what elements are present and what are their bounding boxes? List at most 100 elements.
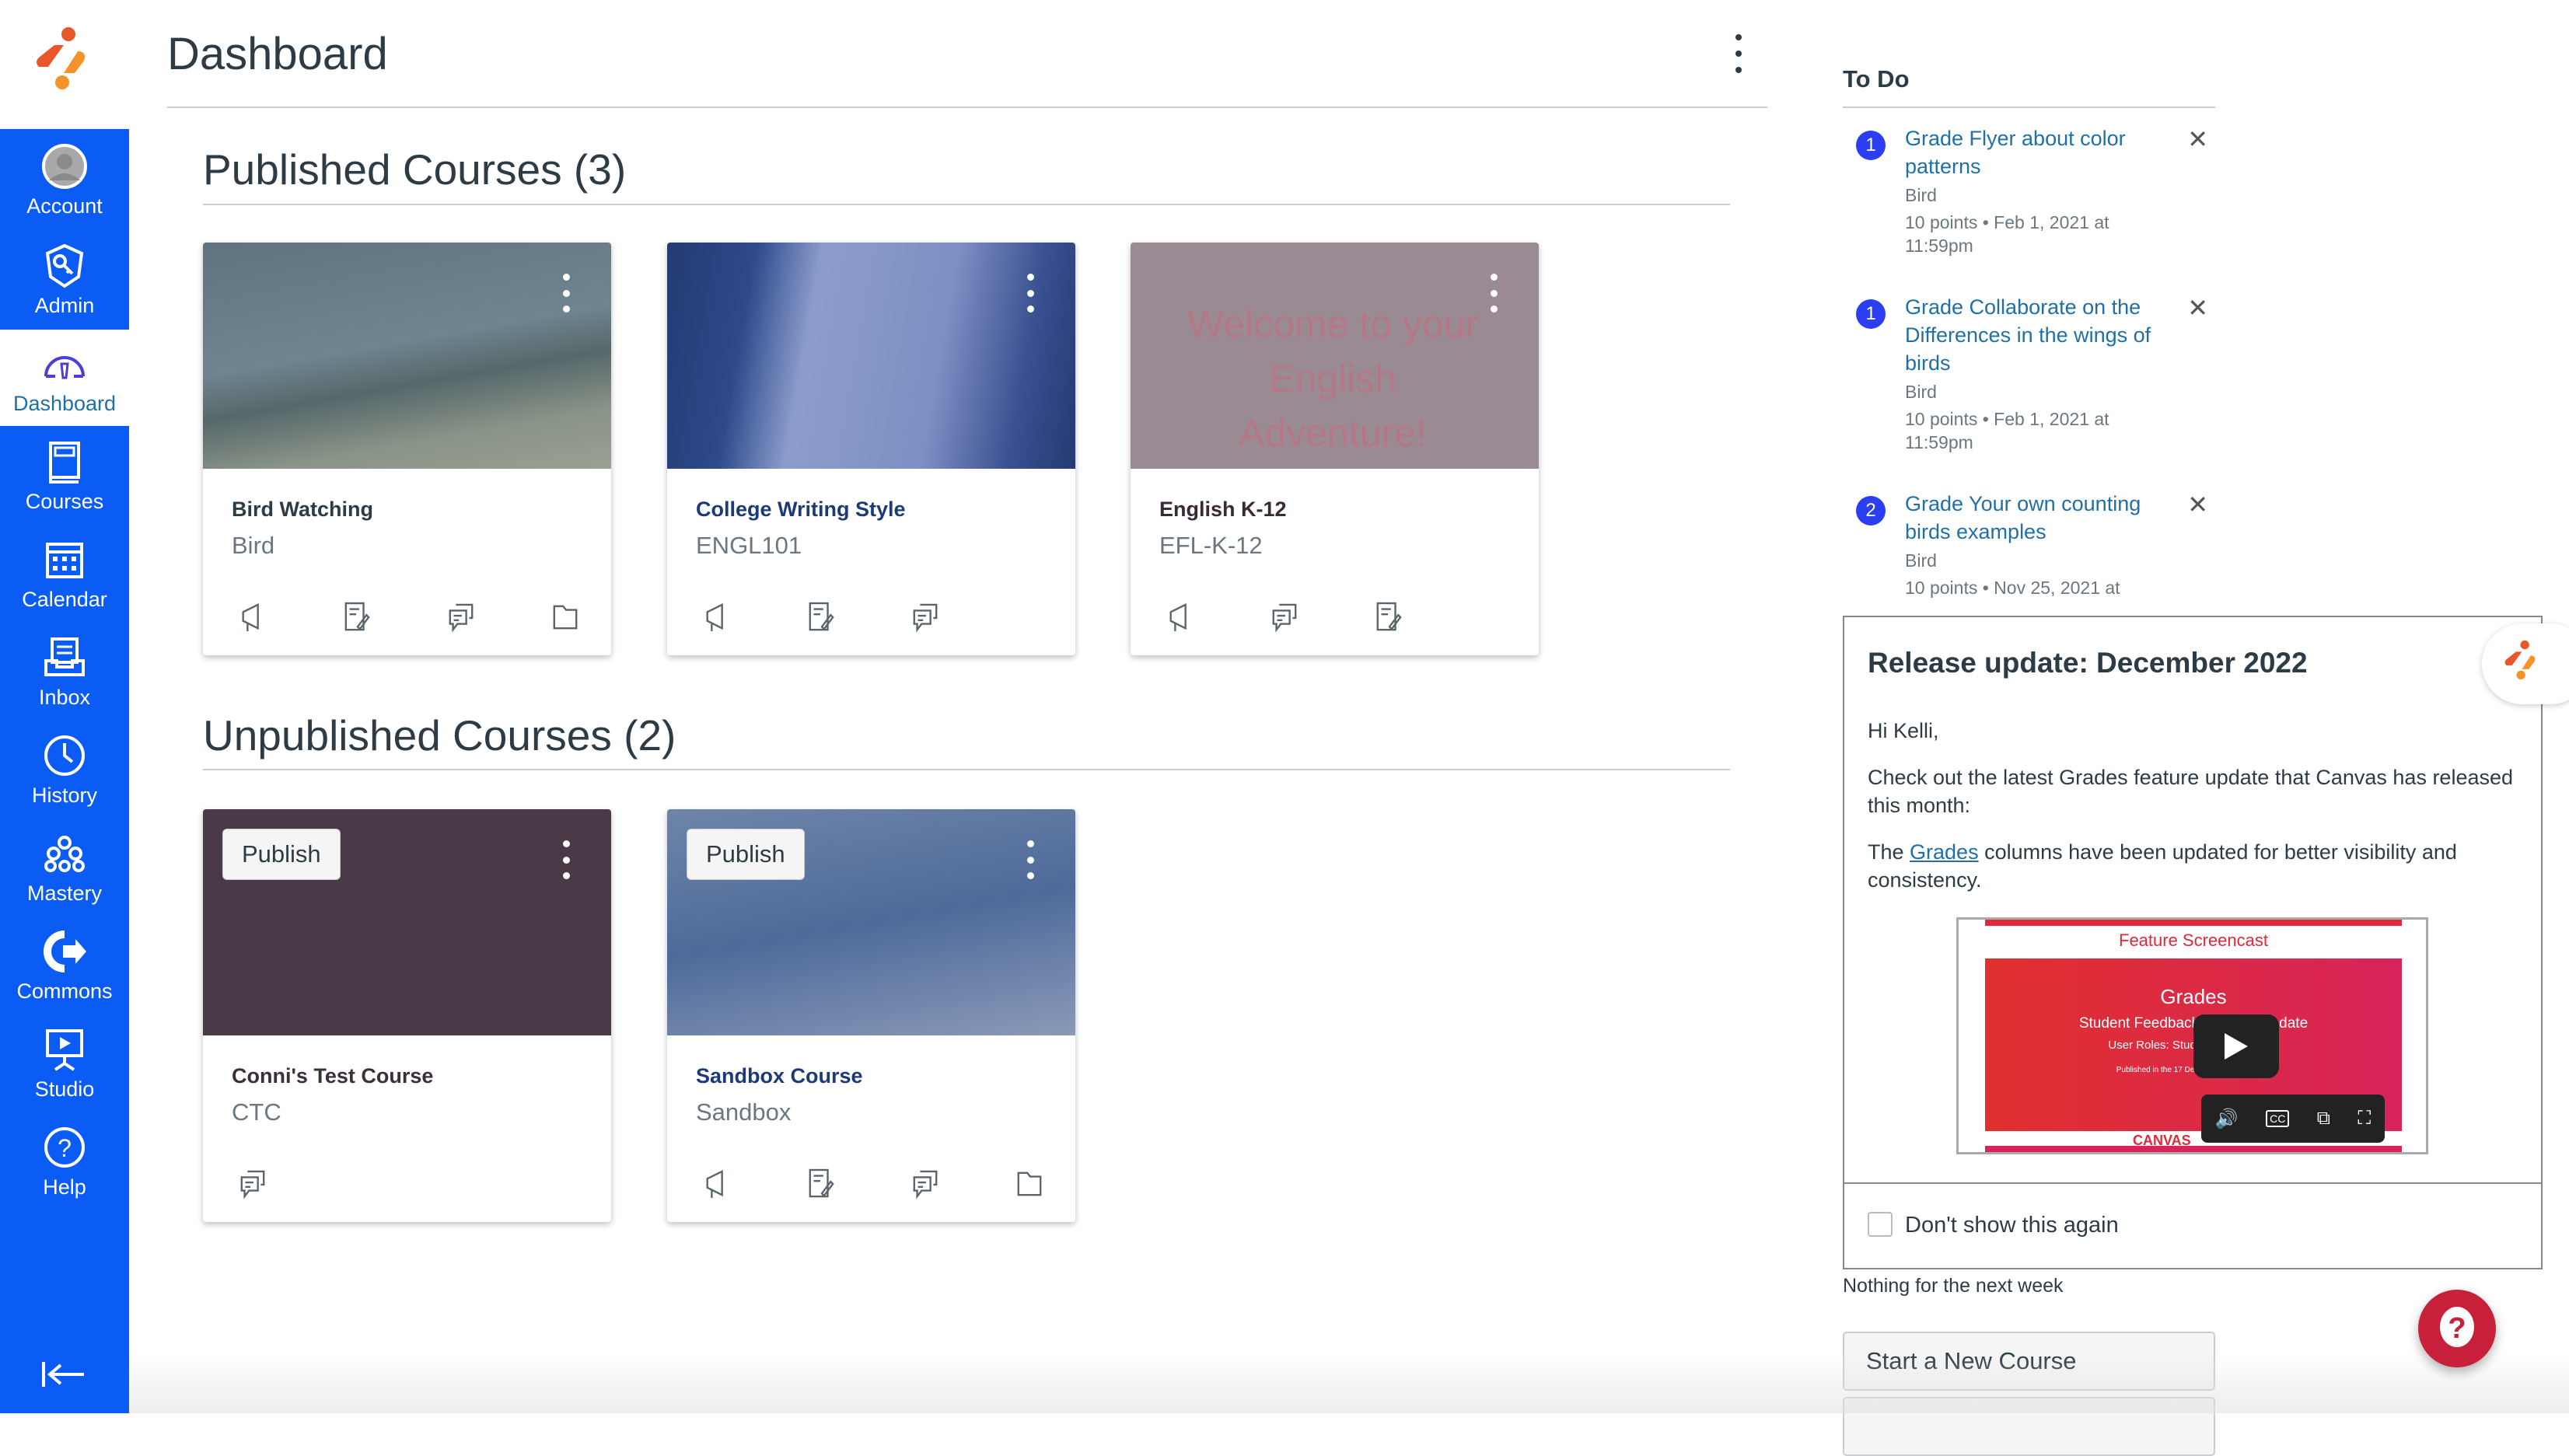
commons-icon bbox=[44, 930, 86, 972]
sidebar-item-commons[interactable]: Commons bbox=[0, 917, 129, 1014]
help-button[interactable]: ? bbox=[2418, 1290, 2496, 1367]
canvas-logo-icon bbox=[2504, 640, 2536, 680]
course-card[interactable]: College Writing Style ENGL101 bbox=[667, 243, 1075, 655]
course-card-image[interactable] bbox=[203, 243, 611, 469]
folder-icon[interactable] bbox=[551, 602, 579, 633]
pip-icon[interactable]: ⧉ bbox=[2316, 1108, 2330, 1129]
dont-show-again-checkbox[interactable] bbox=[1868, 1212, 1893, 1237]
release-update-dialog: Release update: December 2022 Hi Kelli, … bbox=[1843, 616, 2543, 1269]
dismiss-icon[interactable]: ✕ bbox=[2187, 491, 2208, 519]
assignment-icon[interactable] bbox=[1375, 602, 1403, 633]
course-name[interactable]: College Writing Style bbox=[696, 498, 906, 521]
video-player[interactable]: Feature Screencast Grades Student Feedba… bbox=[1956, 917, 2428, 1154]
card-options-button[interactable] bbox=[1027, 840, 1035, 879]
dialog-footer-divider bbox=[1844, 1182, 2541, 1184]
course-name[interactable]: Bird Watching bbox=[232, 498, 373, 521]
card-options-button[interactable] bbox=[1027, 274, 1035, 312]
book-icon bbox=[49, 441, 80, 484]
svg-text:?: ? bbox=[2448, 1312, 2466, 1345]
course-card-image[interactable]: Publish bbox=[667, 809, 1075, 1035]
sidebar-item-mastery[interactable]: Mastery bbox=[0, 819, 129, 916]
sidebar-item-admin[interactable]: Admin bbox=[0, 232, 129, 328]
dialog-title: Release update: December 2022 bbox=[1868, 647, 2308, 679]
todo-count-badge: 1 bbox=[1856, 131, 1886, 160]
collapse-nav-button[interactable] bbox=[40, 1359, 87, 1398]
publish-button[interactable]: Publish bbox=[687, 829, 805, 880]
sidebar-item-courses[interactable]: Courses bbox=[0, 428, 129, 524]
dont-show-again-label[interactable]: Don't show this again bbox=[1905, 1213, 2119, 1238]
course-code: EFL-K-12 bbox=[1159, 532, 1263, 559]
course-card[interactable]: Bird Watching Bird bbox=[203, 243, 611, 655]
release-notes-button[interactable] bbox=[2482, 623, 2569, 704]
course-code: CTC bbox=[232, 1098, 281, 1126]
course-card-image[interactable]: Publish bbox=[203, 809, 611, 1035]
announcement-icon[interactable] bbox=[703, 602, 731, 633]
greeting: Hi Kelli, bbox=[1868, 719, 1939, 742]
todo-course: Bird bbox=[1905, 185, 1937, 205]
nothing-next-week: Nothing for the next week bbox=[1843, 1275, 2064, 1297]
course-name[interactable]: Conni's Test Course bbox=[232, 1064, 434, 1088]
sidebar-item-label: Commons bbox=[16, 979, 113, 1003]
assignment-icon[interactable] bbox=[807, 602, 835, 633]
sidebar-item-inbox[interactable]: Inbox bbox=[0, 623, 129, 720]
todo-meta: 10 points • Feb 1, 2021 at 11:59pm bbox=[1905, 212, 2109, 256]
course-name[interactable]: Sandbox Course bbox=[696, 1064, 863, 1088]
course-name[interactable]: English K-12 bbox=[1159, 498, 1287, 521]
todo-link[interactable]: Grade Collaborate on the Differences in … bbox=[1905, 295, 2151, 375]
card-options-button[interactable] bbox=[563, 274, 571, 312]
course-card-image[interactable]: Welcome to your English Adventure! bbox=[1131, 243, 1539, 469]
sidebar-item-studio[interactable]: Studio bbox=[0, 1015, 129, 1112]
canvas-logo[interactable] bbox=[0, 0, 129, 129]
todo-item: 1 Grade Collaborate on the Differences i… bbox=[1843, 293, 2216, 454]
sidebar-item-history[interactable]: History bbox=[0, 721, 129, 818]
discussion-icon[interactable] bbox=[911, 602, 939, 633]
play-icon bbox=[2225, 1033, 2248, 1060]
announcement-icon[interactable] bbox=[239, 602, 267, 633]
card-options-button[interactable] bbox=[563, 840, 571, 879]
course-card-image[interactable] bbox=[667, 243, 1075, 469]
card-options-button[interactable] bbox=[1491, 274, 1498, 312]
course-card[interactable]: Publish Sandbox Course Sandbox bbox=[667, 809, 1075, 1222]
sidebar-item-calendar[interactable]: Calendar bbox=[0, 525, 129, 622]
discussion-icon[interactable] bbox=[447, 602, 475, 633]
publish-button[interactable]: Publish bbox=[222, 829, 341, 880]
sidebar-item-label: Admin bbox=[34, 293, 95, 317]
assignment-icon[interactable] bbox=[807, 1168, 835, 1199]
dismiss-icon[interactable]: ✕ bbox=[2187, 294, 2208, 322]
todo-link[interactable]: Grade Your own counting birds examples bbox=[1905, 492, 2141, 543]
discussion-icon[interactable] bbox=[239, 1168, 267, 1199]
grades-link[interactable]: Grades bbox=[1910, 840, 1979, 864]
course-card[interactable]: Welcome to your English Adventure! Englis… bbox=[1131, 243, 1539, 655]
dashboard-options-button[interactable] bbox=[1728, 34, 1749, 73]
todo-link[interactable]: Grade Flyer about color patterns bbox=[1905, 127, 2126, 178]
announcement-icon[interactable] bbox=[703, 1168, 731, 1199]
todo-meta: 10 points • Feb 1, 2021 at 11:59pm bbox=[1905, 409, 2109, 452]
sidebar-item-account[interactable]: Account bbox=[0, 132, 129, 229]
folder-icon[interactable] bbox=[1015, 1168, 1043, 1199]
sidebar-item-dashboard[interactable]: Dashboard bbox=[0, 330, 129, 426]
discussion-icon[interactable] bbox=[911, 1168, 939, 1199]
captions-icon[interactable]: CC bbox=[2266, 1110, 2290, 1127]
course-code: Bird bbox=[232, 532, 275, 559]
course-code: Sandbox bbox=[696, 1098, 792, 1126]
announcement-icon[interactable] bbox=[1166, 602, 1194, 633]
assignment-icon[interactable] bbox=[343, 602, 371, 633]
discussion-icon[interactable] bbox=[1271, 602, 1298, 633]
page-title: Dashboard bbox=[167, 29, 388, 79]
global-nav: Account Admin Dashboard Courses Calendar… bbox=[0, 0, 129, 1413]
video-brand: CANVAS bbox=[2133, 1133, 2191, 1148]
dashboard-gauge-icon bbox=[44, 355, 85, 379]
welcome-banner-image: Welcome to your English Adventure! bbox=[1187, 302, 1479, 455]
video-title: Grades bbox=[2160, 985, 2227, 1008]
fullscreen-icon[interactable]: ⛶ bbox=[2358, 1108, 2372, 1129]
dismiss-icon[interactable]: ✕ bbox=[2187, 125, 2208, 153]
sidebar-item-label: History bbox=[31, 783, 97, 807]
sidebar-item-label: Studio bbox=[34, 1077, 95, 1101]
question-icon: ? bbox=[2440, 1307, 2474, 1347]
play-button[interactable] bbox=[2193, 1014, 2279, 1078]
shield-key-icon bbox=[45, 243, 84, 288]
volume-icon[interactable]: 🔊 bbox=[2214, 1108, 2239, 1130]
sidebar-item-label: Mastery bbox=[26, 881, 103, 905]
course-card[interactable]: Publish Conni's Test Course CTC bbox=[203, 809, 611, 1222]
sidebar-item-help[interactable]: ? Help bbox=[0, 1113, 129, 1210]
